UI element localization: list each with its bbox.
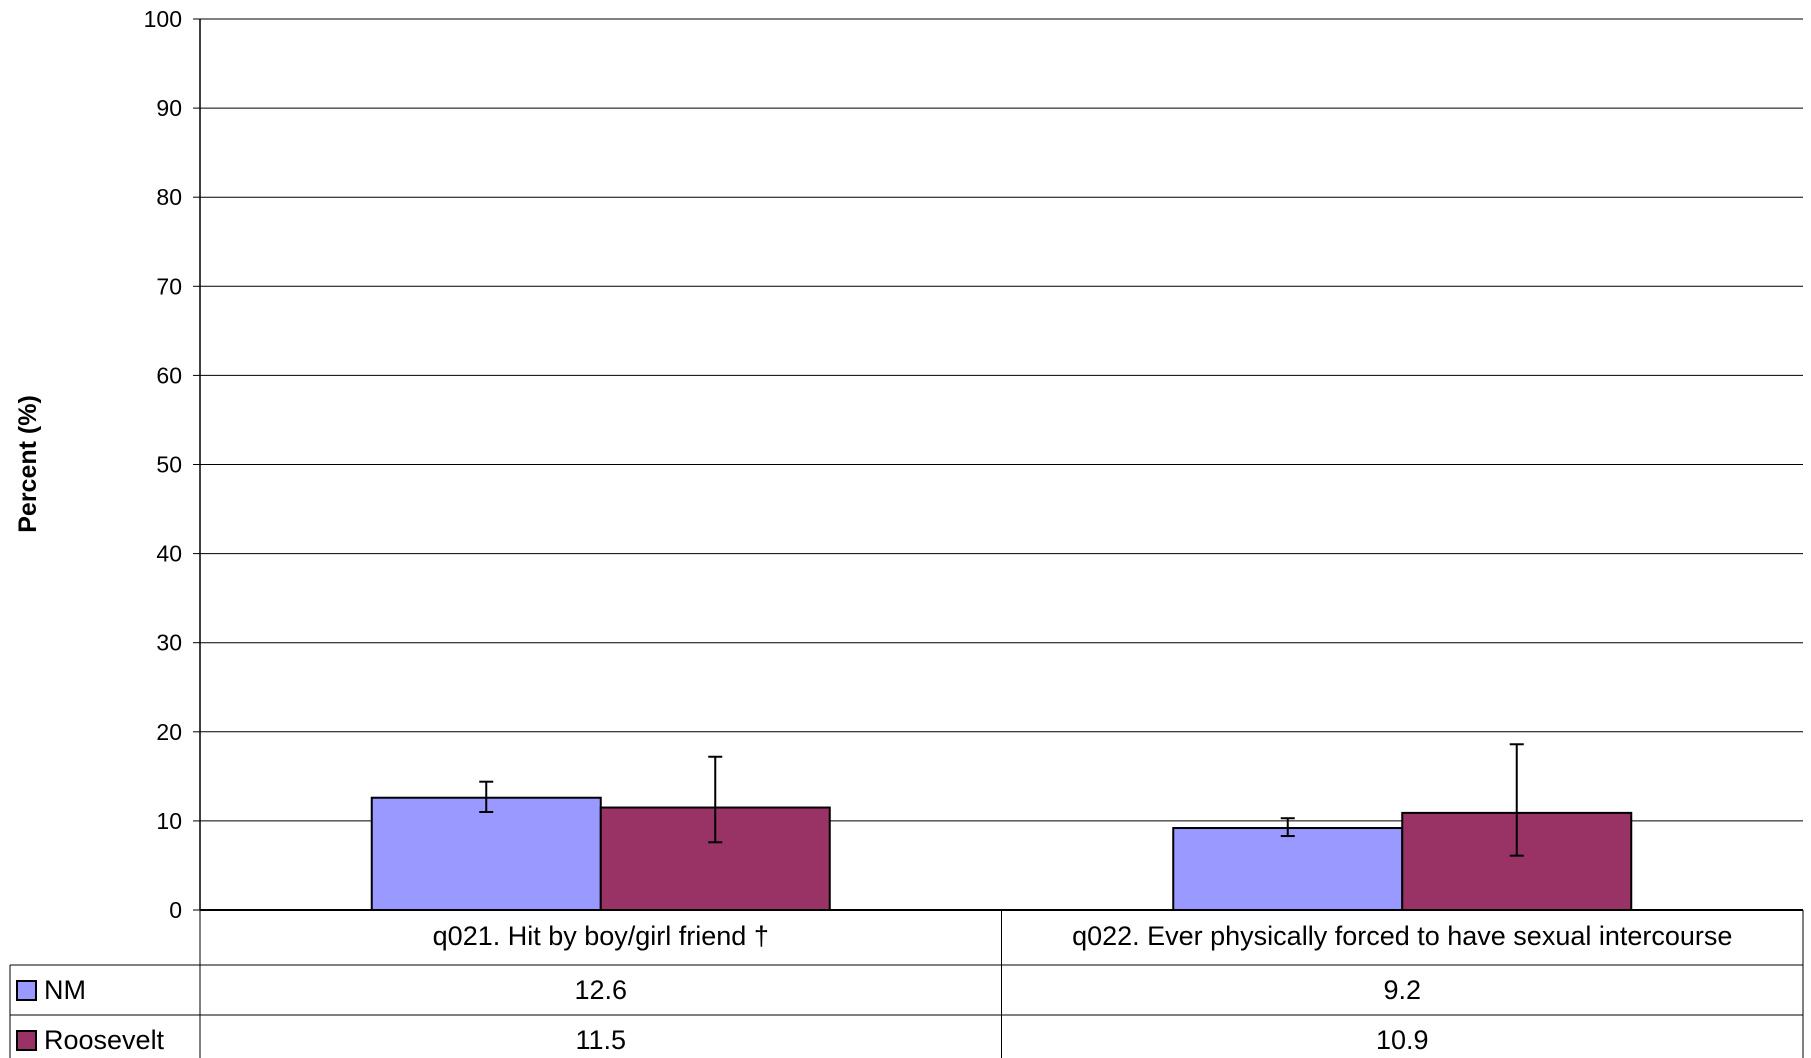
y-tick-label: 40 (156, 541, 182, 567)
error-bars (479, 743, 1524, 857)
y-tick-label: 100 (144, 6, 182, 32)
y-tick-label: 70 (156, 273, 182, 299)
data-label: 9.2 (1383, 975, 1421, 1005)
y-tick-label: 30 (156, 630, 182, 656)
y-tick-labels: 0 10 20 30 40 50 60 70 80 90 100 (144, 6, 182, 923)
bar-nm (1172, 827, 1404, 912)
legend-swatch-roosevelt (16, 1030, 37, 1051)
y-axis-label: Percent (%) (14, 395, 42, 533)
y-tick-label: 20 (156, 719, 182, 745)
category-label: q022. Ever physically forced to have sex… (1072, 921, 1732, 951)
category-label: q021. Hit by boy/girl friend † (433, 921, 769, 951)
data-label: 10.9 (1376, 1025, 1429, 1055)
bar-nm (370, 796, 602, 912)
legend-label: Roosevelt (44, 1025, 165, 1055)
legend-label: NM (44, 975, 86, 1005)
gridlines (193, 18, 1803, 911)
y-tick-label: 80 (156, 184, 182, 210)
legend-swatch-nm (16, 980, 37, 1001)
data-label: 12.6 (574, 975, 627, 1005)
y-tick-label: 50 (156, 452, 182, 478)
data-table: q021. Hit by boy/girl friend † q022. Ever… (9, 910, 1804, 1058)
y-tick-label: 0 (169, 897, 182, 923)
bars (370, 796, 1633, 912)
data-label: 11.5 (575, 1025, 626, 1055)
y-tick-label: 90 (156, 95, 182, 121)
y-tick-label: 60 (156, 362, 182, 388)
y-tick-label: 10 (156, 808, 182, 834)
